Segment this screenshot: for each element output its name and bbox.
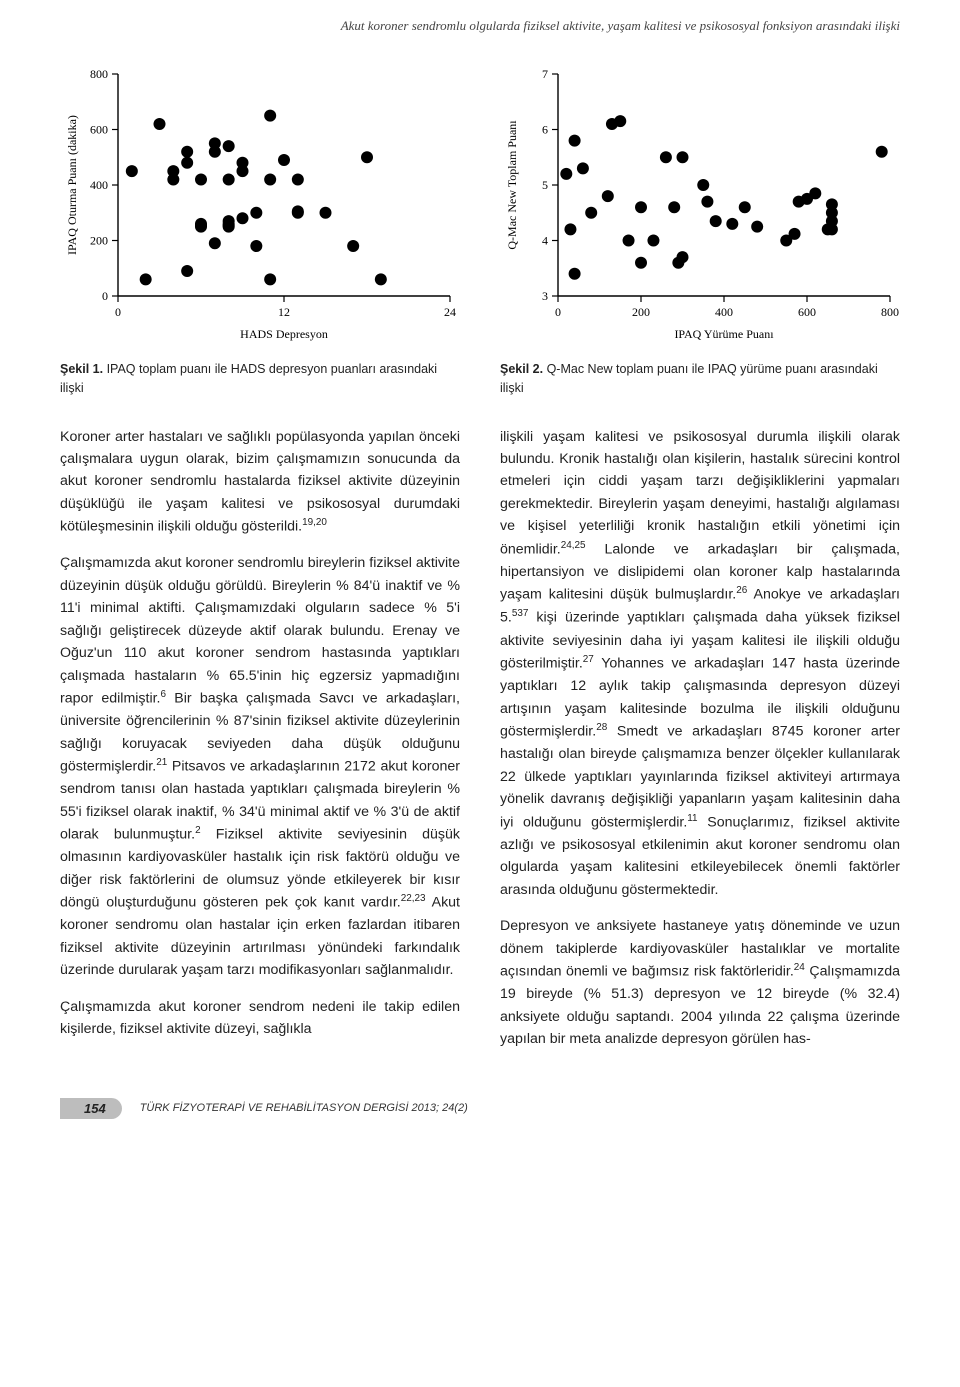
journal-ref: TÜRK FİZYOTERAPİ VE REHABİLİTASYON DERGİ… <box>140 1102 468 1114</box>
figure-row: 0 200 400 600 800 0 12 24 HADS Depresyon IPAQ Otu… <box>60 64 900 398</box>
figure-1: 0 200 400 600 800 0 12 24 HADS Depresyon IPAQ Otu… <box>60 64 460 398</box>
svg-text:200: 200 <box>632 305 650 319</box>
page: Akut koroner sendromlu olgularda fizikse… <box>0 0 960 1149</box>
svg-text:7: 7 <box>542 67 548 81</box>
svg-text:6: 6 <box>542 123 548 137</box>
svg-text:600: 600 <box>798 305 816 319</box>
svg-text:0: 0 <box>115 305 121 319</box>
body-p4: ilişkili yaşam kalitesi ve psikososyal d… <box>500 426 900 902</box>
svg-text:4: 4 <box>542 234 548 248</box>
figure-1-chart: 0 200 400 600 800 0 12 24 HADS Depresyon IPAQ Otu… <box>60 64 460 344</box>
svg-text:0: 0 <box>102 289 108 303</box>
body-p3: Çalışmamızda akut koroner sendrom nedeni… <box>60 996 460 1041</box>
figure-2-caption-bold: Şekil 2. <box>500 362 543 376</box>
svg-text:IPAQ Oturma Puanı (dakika): IPAQ Oturma Puanı (dakika) <box>65 115 79 255</box>
page-number: 154 <box>60 1098 122 1119</box>
svg-text:IPAQ Yürüme Puanı: IPAQ Yürüme Puanı <box>674 327 774 341</box>
svg-text:400: 400 <box>715 305 733 319</box>
svg-text:0: 0 <box>555 305 561 319</box>
svg-text:600: 600 <box>90 123 108 137</box>
svg-text:800: 800 <box>881 305 899 319</box>
body-p2: Çalışmamızda akut koroner sendromlu bire… <box>60 552 460 981</box>
figure-1-caption-rest: IPAQ toplam puanı ile HADS depresyon pua… <box>60 362 437 395</box>
body-text: Koroner arter hastaları ve sağlıklı popü… <box>60 426 900 1060</box>
svg-text:HADS Depresyon: HADS Depresyon <box>240 327 328 341</box>
svg-text:Q-Mac New Toplam Puanı: Q-Mac New Toplam Puanı <box>505 120 519 250</box>
figure-1-caption: Şekil 1. IPAQ toplam puanı ile HADS depr… <box>60 360 460 398</box>
svg-text:400: 400 <box>90 178 108 192</box>
svg-text:800: 800 <box>90 67 108 81</box>
figure-2: 3 4 5 6 7 0 200 400 600 800 IPAQ Yürüme Puanı Q-Mac… <box>500 64 900 398</box>
figure-2-caption-rest: Q-Mac New toplam puanı ile IPAQ yürüme p… <box>500 362 878 395</box>
svg-text:200: 200 <box>90 234 108 248</box>
body-p1: Koroner arter hastaları ve sağlıklı popü… <box>60 426 460 539</box>
figure-1-caption-bold: Şekil 1. <box>60 362 103 376</box>
svg-text:3: 3 <box>542 289 548 303</box>
figure-2-caption: Şekil 2. Q-Mac New toplam puanı ile IPAQ… <box>500 360 900 398</box>
svg-text:5: 5 <box>542 178 548 192</box>
body-p5: Depresyon ve anksiyete hastaneye yatış d… <box>500 915 900 1050</box>
footer: 154 TÜRK FİZYOTERAPİ VE REHABİLİTASYON D… <box>60 1098 900 1119</box>
svg-text:24: 24 <box>444 305 456 319</box>
running-head: Akut koroner sendromlu olgularda fizikse… <box>60 18 900 34</box>
svg-text:12: 12 <box>278 305 290 319</box>
figure-2-chart: 3 4 5 6 7 0 200 400 600 800 IPAQ Yürüme Puanı Q-Mac… <box>500 64 900 344</box>
